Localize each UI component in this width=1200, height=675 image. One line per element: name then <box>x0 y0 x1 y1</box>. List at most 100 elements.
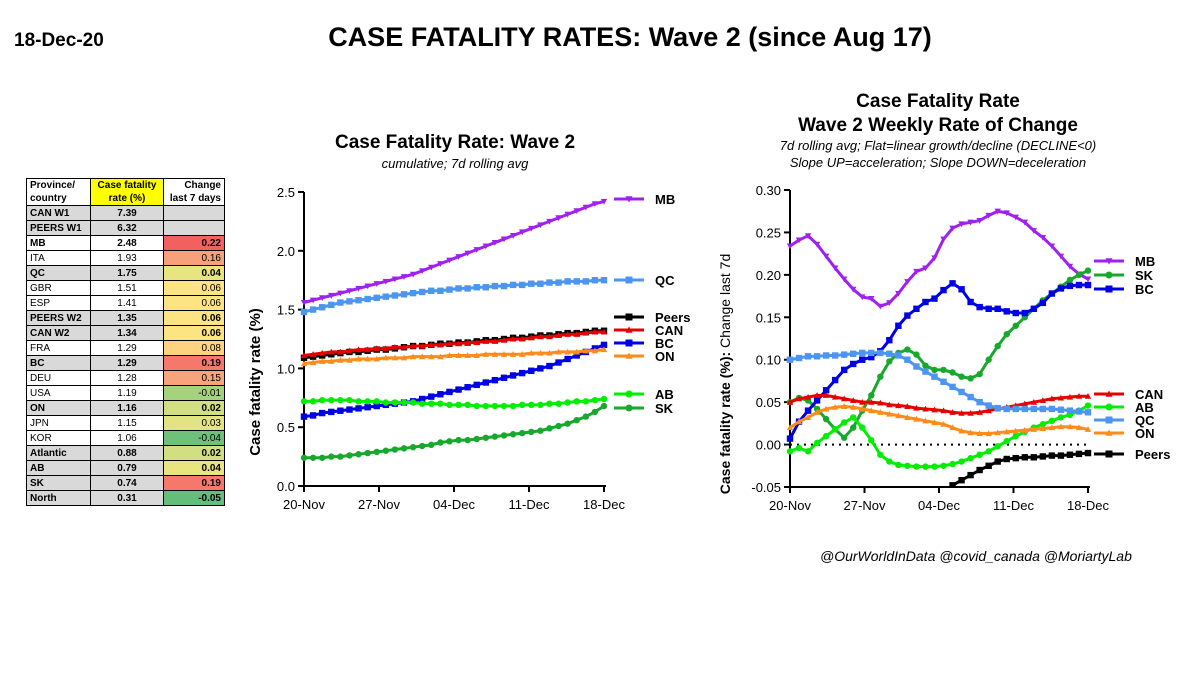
data-point <box>931 406 938 413</box>
series-line <box>303 199 605 304</box>
data-point <box>1003 210 1010 217</box>
data-point <box>786 356 794 363</box>
data-point <box>573 331 580 337</box>
data-point <box>564 211 571 218</box>
data-point <box>985 448 992 455</box>
table-row: DEU 1.28 0.15 <box>26 370 225 386</box>
data-point <box>1075 281 1083 289</box>
data-point <box>1021 454 1028 461</box>
series-ab <box>786 402 1092 470</box>
change-cell: -0.05 <box>163 490 225 506</box>
data-point <box>850 404 857 410</box>
data-point <box>346 347 353 354</box>
data-point <box>364 346 371 353</box>
cfr-table: Province/ country Case fatality rate (%)… <box>26 178 225 506</box>
data-point <box>591 408 599 416</box>
table-row: ON 1.16 0.02 <box>26 400 225 416</box>
data-point <box>1084 276 1092 283</box>
data-point <box>573 416 580 424</box>
data-point <box>877 349 884 357</box>
data-point <box>922 417 929 424</box>
legend-label: BC <box>1135 282 1154 297</box>
data-point <box>355 346 362 353</box>
data-point <box>546 400 553 407</box>
legend-item-sk: SK <box>1094 268 1154 283</box>
data-point <box>859 356 866 363</box>
data-point <box>555 359 562 366</box>
data-point <box>1039 299 1047 307</box>
data-point <box>813 397 821 404</box>
rate-cell: 1.34 <box>90 325 164 341</box>
data-point <box>985 462 992 469</box>
chart-subtitle-line2: Slope UP=acceleration; Slope DOWN=decele… <box>790 155 1086 170</box>
data-point <box>337 453 344 460</box>
data-point <box>482 402 490 410</box>
legend-item-qc: QC <box>1094 413 1155 428</box>
data-point <box>428 287 435 294</box>
data-point <box>1066 276 1074 284</box>
data-point <box>346 356 353 363</box>
data-point <box>940 462 947 469</box>
series-can <box>300 328 608 359</box>
data-point <box>491 351 499 357</box>
data-point <box>500 374 508 382</box>
data-point <box>1012 322 1019 329</box>
x-tick-label: 20-Nov <box>769 498 811 513</box>
data-point <box>822 405 830 412</box>
legend-label: ON <box>655 349 675 364</box>
data-point <box>309 351 317 357</box>
y-axis-label: Case fatality rate (%) <box>247 308 264 456</box>
chart-title-line2: Wave 2 Weekly Rate of Change <box>798 115 1078 136</box>
data-point <box>600 328 608 335</box>
data-point <box>1057 406 1065 413</box>
data-point <box>364 449 371 457</box>
data-point <box>355 285 362 292</box>
data-point <box>318 349 326 356</box>
legend-item-bc: BC <box>614 336 674 351</box>
data-point <box>804 393 812 400</box>
axes: -0.05 0.00 0.05 0.10 0.15 0.20 0.25 0.30 20-Nov 2… <box>751 183 1109 513</box>
legend-item-can: CAN <box>1094 387 1163 402</box>
data-point <box>994 342 1001 350</box>
data-point <box>437 287 444 294</box>
y-tick-label: 0.20 <box>756 268 781 283</box>
data-point <box>976 409 983 415</box>
data-point <box>922 298 929 306</box>
data-point <box>446 352 453 359</box>
data-point <box>931 295 938 302</box>
data-point <box>1048 424 1056 431</box>
data-point <box>1075 393 1083 399</box>
data-point <box>1084 402 1092 409</box>
data-point <box>300 299 308 306</box>
data-point <box>446 286 453 293</box>
data-point <box>537 280 544 287</box>
data-point <box>473 247 480 253</box>
x-tick-label: 20-Nov <box>283 497 325 512</box>
rate-cell: 1.29 <box>90 355 164 371</box>
data-point <box>1048 452 1056 459</box>
data-point <box>1105 429 1113 436</box>
data-point <box>1084 281 1092 289</box>
series-line <box>789 404 1089 436</box>
cfr-cumulative-chart: Case Fatality Rate: Wave 2 cumulative; 7d… <box>247 132 690 512</box>
data-point <box>958 409 965 416</box>
data-point <box>491 376 499 384</box>
data-point <box>528 225 535 232</box>
data-point <box>318 304 326 311</box>
series-on <box>300 346 608 367</box>
table-row: North 0.31 -0.05 <box>26 490 225 506</box>
data-point <box>886 336 893 344</box>
data-point <box>518 229 526 236</box>
legend-label: CAN <box>1135 387 1163 402</box>
data-point <box>1075 408 1083 415</box>
data-point <box>373 402 380 410</box>
data-point <box>309 297 317 304</box>
data-point <box>895 402 902 409</box>
chart-subtitle: 7d rolling avg; Flat=linear growth/decli… <box>780 138 1097 153</box>
data-point <box>373 281 380 287</box>
data-point <box>391 354 399 361</box>
data-point <box>418 442 426 450</box>
series-line <box>951 451 1089 487</box>
data-point <box>382 447 390 454</box>
data-point <box>859 424 866 431</box>
